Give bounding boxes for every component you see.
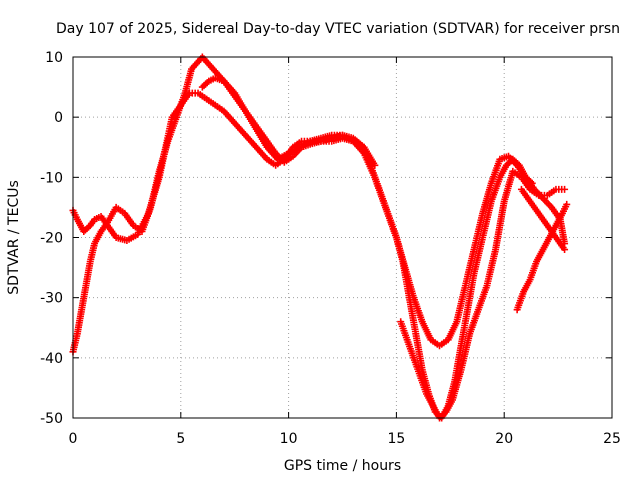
y-axis-label: SDTVAR / TECUs xyxy=(6,180,22,295)
y-tick-label: 10 xyxy=(45,50,63,66)
x-tick-label: 15 xyxy=(387,431,405,447)
data-points xyxy=(69,53,571,422)
y-tick-label: 0 xyxy=(54,110,63,126)
tick-labels: 0 5 10 15 20 25 10 0 -10 -20 -30 -40 -50 xyxy=(40,50,621,447)
data-point xyxy=(561,185,569,193)
x-tick-label: 20 xyxy=(495,431,513,447)
x-tick-label: 25 xyxy=(603,431,621,447)
x-tick-label: 0 xyxy=(69,431,78,447)
chart-title: Day 107 of 2025, Sidereal Day-to-day VTE… xyxy=(56,21,620,37)
x-tick-label: 10 xyxy=(280,431,298,447)
data-point xyxy=(371,161,379,169)
y-tick-label: -10 xyxy=(40,170,63,186)
y-tick-label: -20 xyxy=(40,231,63,247)
y-tick-label: -50 xyxy=(40,411,63,427)
data-point xyxy=(563,200,571,208)
y-tick-label: -40 xyxy=(40,351,63,367)
x-axis-label: GPS time / hours xyxy=(284,458,401,474)
x-tick-label: 5 xyxy=(176,431,185,447)
y-tick-label: -30 xyxy=(40,291,63,307)
axis-ticks xyxy=(72,56,613,419)
data-point xyxy=(561,246,569,254)
